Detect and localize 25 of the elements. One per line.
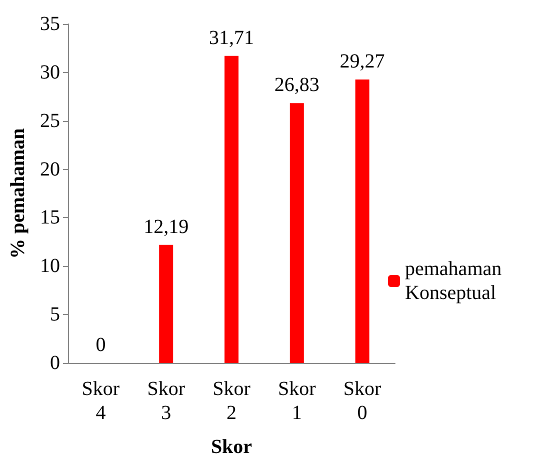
x-tick-label: Skor 1 (278, 378, 316, 424)
data-label: 29,27 (340, 50, 385, 72)
y-tick-label: 5 (50, 304, 60, 326)
data-label: 26,83 (274, 74, 320, 96)
y-tick-label: 0 (50, 352, 60, 374)
x-tick-label: Skor 0 (343, 378, 382, 424)
data-label: 0 (96, 334, 106, 356)
y-tick-label: 15 (40, 206, 60, 229)
x-tick-label: Skor 4 (82, 378, 120, 424)
bar (355, 80, 370, 363)
y-tick-label: 10 (40, 255, 60, 278)
y-axis-title: % pemahaman (7, 128, 29, 259)
legend-label: pemahaman Konseptual (405, 258, 507, 304)
data-label: 12,19 (144, 216, 189, 238)
bar (159, 244, 174, 363)
y-tick-label: 35 (40, 13, 60, 35)
x-tick-label: Skor 3 (147, 378, 186, 424)
y-tick-label: 30 (40, 61, 60, 84)
y-tick-label: 25 (40, 110, 60, 132)
x-tick-label: Skor 2 (212, 378, 251, 424)
x-axis-title: Skor (210, 436, 252, 458)
data-label: 31,71 (209, 26, 254, 49)
y-tick-label: 20 (40, 158, 60, 180)
bar (290, 103, 304, 363)
bar (224, 56, 238, 363)
